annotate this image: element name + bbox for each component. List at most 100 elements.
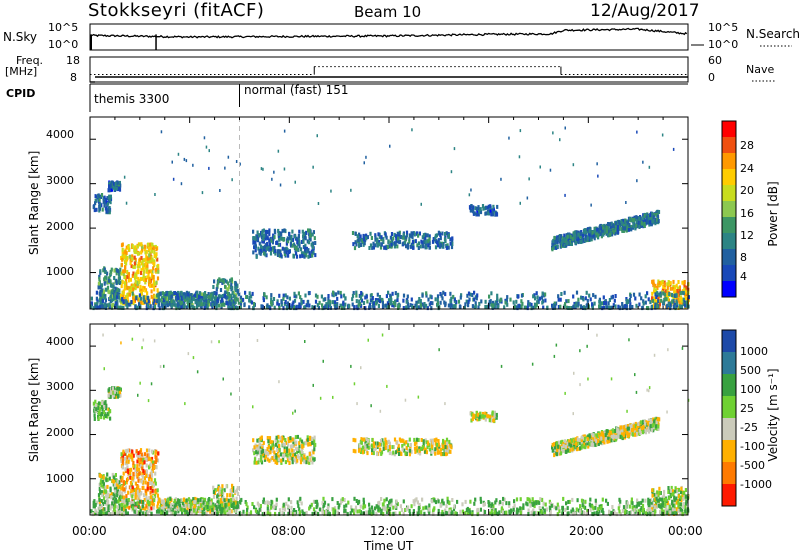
power-sparse-point: [508, 136, 510, 140]
power-sparse-point: [224, 166, 226, 170]
power-sparse-point: [330, 189, 332, 193]
velocity-sparse-point: [634, 373, 636, 377]
freq-tick-bottom: 8: [70, 71, 77, 84]
power-sparse-point: [572, 163, 575, 167]
velocity-sparse-point: [312, 383, 314, 387]
power-colorbar-swatch-4: [722, 185, 736, 202]
velocity-sparse-point: [579, 383, 581, 387]
power-cb-tick-8: 8: [740, 251, 747, 264]
velocity-sparse-point: [555, 343, 558, 347]
nsearch-label: N.Search: [746, 27, 800, 41]
power-cb-tick-12: 12: [740, 229, 754, 242]
velocity-sparse-point: [626, 409, 628, 413]
velocity-sparse-point: [332, 395, 334, 399]
velocity-ylabel: Slant Range [km]: [27, 357, 41, 462]
cpid-label: CPID: [6, 87, 36, 100]
power-colorbar-frame: [721, 120, 737, 298]
power-sparse-point: [271, 177, 273, 181]
power-ytick-3000: 3000: [46, 174, 74, 187]
power-cb-tick-28: 28: [740, 139, 754, 152]
power-colorbar-swatch-6: [722, 217, 736, 234]
power-sparse-point: [201, 191, 204, 195]
power-sparse-point: [596, 162, 598, 166]
power-sparse-point: [279, 183, 282, 187]
velocity-ytick-4000: 4000: [46, 335, 74, 348]
velocity-sparse-point: [353, 382, 356, 386]
velocity-sparse-point: [294, 409, 296, 413]
velocity-sparse-point: [628, 338, 630, 342]
power-panel-bg: [90, 117, 688, 309]
power-sparse-point: [283, 129, 286, 133]
velocity-sparse-point: [252, 405, 254, 409]
power-sparse-point: [642, 160, 644, 164]
velocity-sparse-point: [304, 340, 306, 343]
power-echo-region-7: [468, 204, 499, 217]
power-echo-region-5: [252, 228, 317, 259]
power-ytick-2000: 2000: [46, 220, 74, 233]
power-sparse-point: [192, 163, 194, 167]
velocity-sparse-point: [141, 346, 143, 350]
power-sparse-point: [365, 155, 367, 159]
velocity-echo-region-10: [90, 496, 690, 517]
velocity-sparse-point: [610, 377, 613, 381]
velocity-sparse-point: [159, 365, 162, 369]
power-sparse-point: [172, 177, 175, 181]
power-sparse-point: [231, 178, 233, 182]
velocity-sparse-point: [648, 386, 651, 390]
power-sparse-point: [203, 136, 206, 140]
power-echo-region-0: [92, 193, 113, 215]
power-sparse-point: [316, 134, 318, 138]
velocity-sparse-point: [438, 348, 440, 352]
power-sparse-point: [160, 130, 163, 134]
power-sparse-point: [219, 189, 221, 192]
power-colorbar: [721, 120, 737, 298]
power-sparse-point: [672, 147, 675, 151]
power-sparse-point: [453, 147, 456, 151]
velocity-sparse-point: [196, 370, 199, 374]
velocity-sparse-point: [596, 333, 598, 337]
power-sparse-point: [539, 165, 541, 169]
xtick-4: 16:00: [470, 524, 505, 538]
cpid-segment-1: themis 3300: [94, 92, 170, 106]
velocity-sparse-point: [139, 381, 141, 385]
freq-panel-frame: [89, 56, 689, 83]
power-sparse-point: [450, 170, 453, 174]
velocity-ytick-2000: 2000: [46, 426, 74, 439]
power-sparse-point: [564, 193, 566, 197]
power-sparse-point: [519, 201, 521, 205]
date-title: 12/Aug/2017: [590, 1, 700, 21]
velocity-sparse-point: [153, 339, 156, 343]
velocity-cb-tick-n25: -25: [740, 421, 758, 434]
power-cb-tick-4: 4: [740, 270, 747, 283]
velocity-echo-region-8: [551, 416, 661, 458]
power-cb-tick-20: 20: [740, 184, 754, 197]
velocity-echo-region-7: [469, 410, 498, 424]
power-sparse-point: [597, 174, 599, 178]
xtick-1: 04:00: [172, 524, 207, 538]
power-sparse-point: [470, 188, 472, 192]
power-sparse-point: [205, 145, 208, 149]
velocity-sparse-point: [184, 402, 186, 406]
velocity-sparse-point: [360, 366, 362, 370]
power-sparse-point: [420, 202, 422, 206]
velocity-sparse-point: [137, 393, 139, 397]
velocity-sparse-point: [142, 338, 145, 342]
velocity-sparse-point: [120, 341, 122, 345]
power-colorbar-swatch-5: [722, 201, 736, 218]
velocity-sparse-point: [210, 340, 213, 344]
velocity-sparse-point: [103, 367, 105, 371]
nave-tick-top: 60: [708, 54, 722, 67]
nsky-series-line: [89, 27, 688, 39]
xtick-2: 08:00: [271, 524, 306, 538]
power-sparse-point: [363, 161, 365, 165]
velocity-cb-tick-100: 100: [740, 383, 761, 396]
velocity-sparse-point: [256, 339, 259, 342]
power-sparse-point: [262, 167, 264, 171]
velocity-sparse-point: [653, 353, 656, 357]
power-sparse-point: [239, 162, 241, 166]
velocity-sparse-point: [131, 337, 134, 341]
velocity-sparse-point: [587, 377, 589, 381]
power-sparse-point: [518, 155, 521, 159]
power-sparse-point: [125, 201, 128, 205]
